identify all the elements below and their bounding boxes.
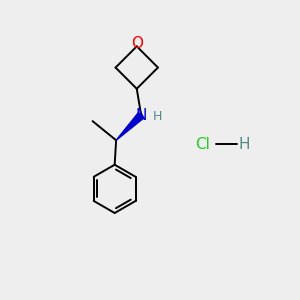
Text: H: H [238,136,250,152]
Text: Cl: Cl [196,136,210,152]
Polygon shape [116,112,144,140]
Text: O: O [131,37,143,52]
Text: H: H [153,110,162,123]
Text: N: N [136,108,147,123]
